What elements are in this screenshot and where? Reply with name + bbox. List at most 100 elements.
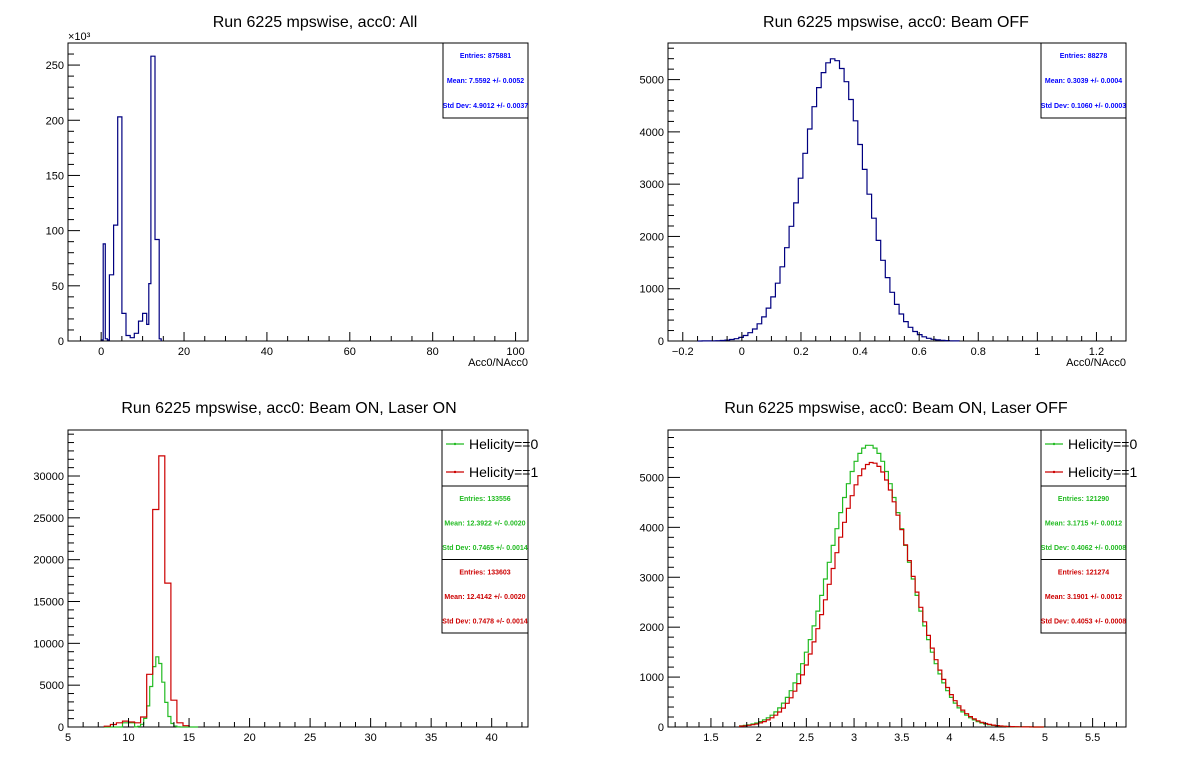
y-tick-label: 0	[658, 722, 664, 734]
histogram-series-1	[104, 656, 199, 728]
y-tick-label: 4000	[640, 522, 664, 534]
x-tick-label: 0	[98, 346, 104, 358]
stats-mean: Mean: 3.1901 +/- 0.0012	[1045, 594, 1122, 601]
y-tick-label: 0	[658, 336, 664, 348]
stats-entries: Entries: 121290	[1058, 496, 1109, 503]
chart-title: Run 6225 mpswise, acc0: All	[213, 14, 418, 31]
x-tick-label: 0.8	[971, 346, 986, 358]
y-tick-label: 0	[58, 336, 64, 348]
x-tick-label: 35	[425, 732, 437, 744]
x-tick-label: 1.2	[1089, 346, 1104, 358]
stats-mean: Mean: 0.3039 +/- 0.0004	[1045, 78, 1122, 85]
histogram-series-1	[739, 444, 1044, 728]
x-tick-label: 40	[261, 346, 273, 358]
x-tick-label: −0.2	[672, 346, 694, 358]
histogram-panel-3: Run 6225 mpswise, acc0: Beam ON, Laser O…	[33, 400, 538, 744]
legend-box	[441, 429, 529, 487]
legend-label: Helicity==0	[469, 436, 538, 452]
stats-box	[1040, 559, 1127, 634]
histogram-panel-2: Run 6225 mpswise, acc0: Beam OFF −0.2 0 0.2…	[640, 14, 1127, 369]
y-tick-label: 5000	[640, 75, 664, 87]
stats-box	[442, 42, 529, 119]
stats-stddev: Std Dev: 0.7465 +/- 0.0014	[442, 545, 528, 552]
x-tick-label: 0	[739, 346, 745, 358]
x-tick-label: 2.5	[799, 732, 814, 744]
x-tick-label: 0.6	[912, 346, 927, 358]
x-tick-label: 30	[365, 732, 377, 744]
legend-marker	[453, 442, 457, 446]
stats-stddev: Std Dev: 4.9012 +/- 0.0037	[443, 103, 529, 110]
y-tick-label: 50	[52, 281, 64, 293]
stats-mean: Mean: 7.5592 +/- 0.0052	[447, 78, 524, 85]
stats-entries: Entries: 875881	[460, 53, 511, 60]
legend-box	[1040, 429, 1127, 487]
stats-stddev: Std Dev: 0.4053 +/- 0.0008	[1041, 618, 1127, 625]
x-tick-label: 3	[851, 732, 857, 744]
legend-label: Helicity==1	[1068, 464, 1137, 480]
chart-title: Run 6225 mpswise, acc0: Beam ON, Laser O…	[121, 400, 456, 417]
plot-frame	[67, 42, 529, 342]
stats-box	[1040, 42, 1127, 119]
histogram-series-1	[100, 55, 162, 341]
y-tick-label: 3000	[640, 179, 664, 191]
stats-entries: Entries: 88278	[1060, 53, 1108, 60]
x-tick-label: 0.2	[793, 346, 808, 358]
x-axis-label: Acc0/NAcc0	[1066, 357, 1126, 369]
x-tick-label: 5	[65, 732, 71, 744]
stats-entries: Entries: 121274	[1058, 569, 1109, 576]
y-tick-label: 4000	[640, 127, 664, 139]
x-tick-label: 60	[344, 346, 356, 358]
y-tick-label: 3000	[640, 572, 664, 584]
legend-marker	[453, 470, 457, 474]
stats-entries: Entries: 133603	[459, 569, 510, 576]
stats-stddev: Std Dev: 0.7478 +/- 0.0014	[442, 618, 528, 625]
y-tick-label: 250	[46, 60, 64, 72]
x-tick-label: 4.5	[990, 732, 1005, 744]
x-tick-label: 20	[243, 732, 255, 744]
x-tick-label: 3.5	[894, 732, 909, 744]
legend-label: Helicity==1	[469, 464, 538, 480]
y-tick-label: 2000	[640, 231, 664, 243]
y-tick-label: 5000	[640, 472, 664, 484]
y-tick-label: 1000	[640, 672, 664, 684]
histogram-series-2	[103, 455, 190, 727]
legend-marker	[1052, 442, 1056, 446]
y-tick-label: 5000	[40, 680, 64, 692]
y-tick-label: 10000	[33, 638, 64, 650]
y-tick-label: 0	[58, 722, 64, 734]
x-tick-label: 5	[1042, 732, 1048, 744]
y-tick-label: 30000	[33, 471, 64, 483]
x-tick-label: 80	[427, 346, 439, 358]
y-axis-exponent: ×10³	[68, 31, 91, 43]
x-tick-label: 5.5	[1085, 732, 1100, 744]
stats-mean: Mean: 12.4142 +/- 0.0020	[444, 594, 525, 601]
histogram-panel-4: Run 6225 mpswise, acc0: Beam ON, Laser O…	[640, 400, 1138, 744]
x-tick-label: 4	[946, 732, 952, 744]
x-axis-label: Acc0/NAcc0	[468, 357, 528, 369]
chart-title: Run 6225 mpswise, acc0: Beam OFF	[763, 14, 1029, 31]
x-tick-label: 40	[486, 732, 498, 744]
x-tick-label: 15	[183, 732, 195, 744]
x-tick-label: 1.5	[703, 732, 718, 744]
plot-frame	[667, 42, 1127, 342]
x-tick-label: 10	[122, 732, 134, 744]
stats-mean: Mean: 12.3922 +/- 0.0020	[444, 520, 525, 527]
y-tick-label: 200	[46, 115, 64, 127]
x-tick-label: 25	[304, 732, 316, 744]
stats-stddev: Std Dev: 0.1060 +/- 0.0003	[1041, 103, 1127, 110]
stats-entries: Entries: 133556	[459, 496, 510, 503]
x-tick-label: 20	[178, 346, 190, 358]
histogram-series-1	[697, 58, 960, 342]
chart-title: Run 6225 mpswise, acc0: Beam ON, Laser O…	[724, 400, 1067, 417]
histogram-series-2	[739, 461, 1044, 728]
legend-marker	[1052, 470, 1056, 474]
stats-box	[441, 559, 529, 634]
y-tick-label: 15000	[33, 597, 64, 609]
y-tick-label: 20000	[33, 555, 64, 567]
x-tick-label: 0.4	[852, 346, 867, 358]
x-tick-label: 1	[1034, 346, 1040, 358]
stats-mean: Mean: 3.1715 +/- 0.0012	[1045, 520, 1122, 527]
legend-label: Helicity==0	[1068, 436, 1137, 452]
y-tick-label: 25000	[33, 513, 64, 525]
